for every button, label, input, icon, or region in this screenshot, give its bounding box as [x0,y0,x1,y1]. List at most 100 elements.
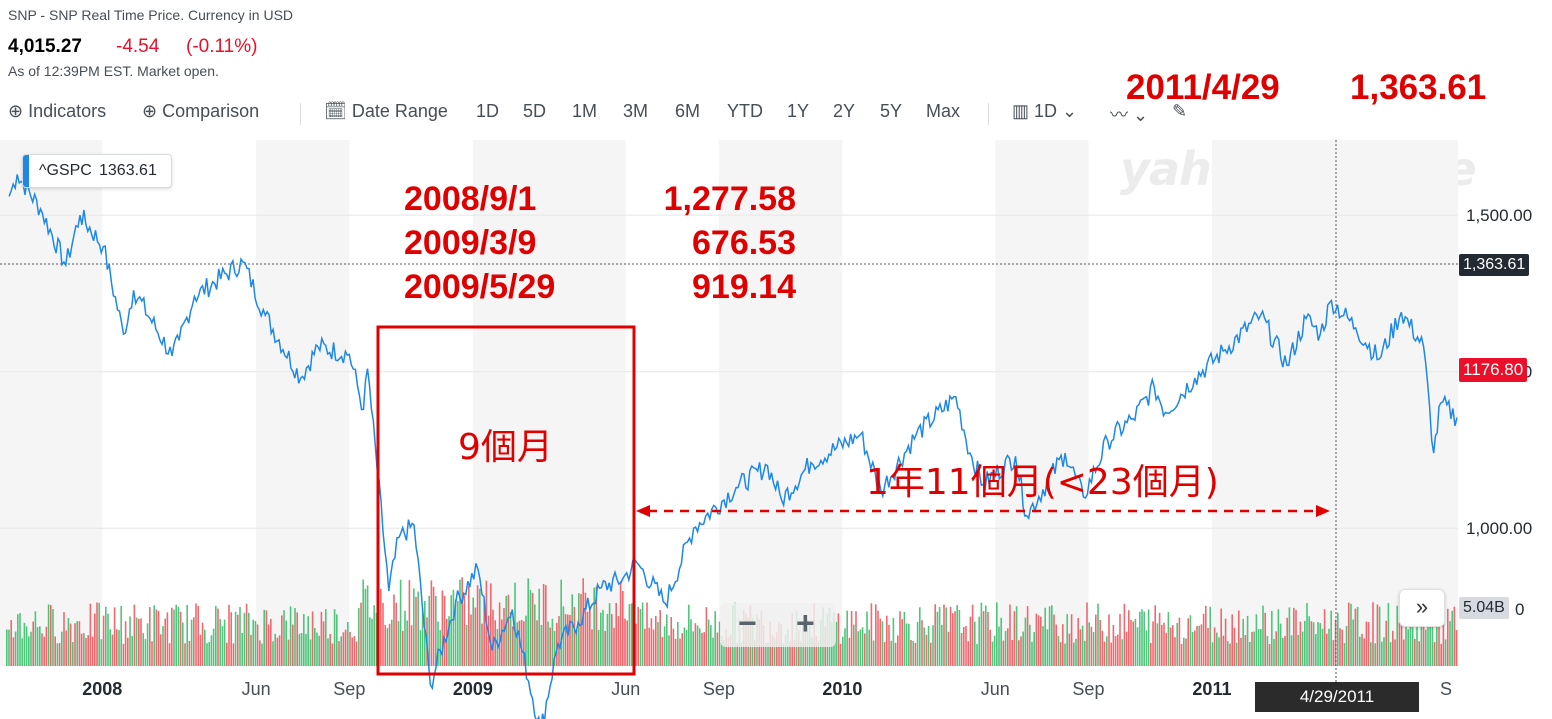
volume-bar [516,622,518,666]
volume-bar [298,633,301,666]
volume-bar [87,635,89,666]
range-2y[interactable]: 2Y [833,101,856,121]
volume-bar [1334,619,1337,666]
volume-bar [168,643,171,666]
volume-bar [1312,622,1315,666]
volume-bar [1213,627,1216,666]
volume-bar [432,586,435,666]
volume-bar [285,620,287,666]
range-5d[interactable]: 5D [523,101,547,121]
volume-bar [639,609,642,666]
volume-bar [164,618,166,666]
zoom-in-button[interactable]: + [796,605,815,641]
current-price: 4,015.27 [8,36,82,57]
interval-dropdown[interactable]: ▥ 1D ⌄ [1012,101,1077,122]
range-3m[interactable]: 3M [623,101,649,121]
volume-bar [1004,630,1007,666]
volume-bar [1323,609,1326,666]
volume-bar [1117,634,1119,666]
range-1d[interactable]: 1D [476,101,500,121]
volume-bar [1143,611,1145,666]
volume-bar [190,619,193,666]
volume-bar [1092,632,1095,666]
grid-lines [0,214,1458,529]
volume-bar [1125,631,1128,666]
volume-bar [1332,640,1335,666]
volume-bar [250,634,252,666]
volume-bar [1220,608,1222,666]
volume-bar [945,607,947,666]
volume-bar [690,619,692,666]
volume-bar [83,633,85,666]
range-6m[interactable]: 6M [675,101,701,121]
volume-bar [1007,628,1009,666]
volume-bar [1088,622,1090,666]
range-1m[interactable]: 1M [572,101,598,121]
volume-bar [804,628,807,666]
volume-bar [974,621,976,666]
volume-bar [969,616,972,666]
volume-bar [659,610,661,666]
volume-bar [1134,618,1137,666]
volume-bar [1033,632,1035,666]
volume-bar [1042,626,1044,666]
volume-bar [545,585,547,666]
draw-pencil-icon[interactable]: ✎ [1172,101,1188,121]
volume-bar [1348,602,1350,666]
expand-chevron-icon[interactable]: » [1399,589,1445,627]
range-1y[interactable]: 1Y [787,101,810,121]
volume-bar [28,636,30,666]
date-range-button[interactable]: 🗓 Date Range [324,101,448,121]
range-max[interactable]: Max [926,101,961,121]
volume-bar [366,585,369,666]
volume-bar [784,634,787,666]
volume-bar [1381,641,1383,666]
volume-bar [1095,614,1097,666]
volume-bar [1249,642,1251,666]
legend-value: 1363.61 [99,162,157,179]
volume-bar [457,601,459,666]
volume-bar [281,615,283,666]
x-tick-label: 2009 [453,679,493,699]
volume-bar [615,602,617,666]
volume-bar [243,612,246,666]
volume-bar [855,611,857,666]
volume-bar [333,609,336,666]
volume-bar [630,603,633,666]
volume-bar [388,623,391,666]
volume-bar [195,603,197,666]
indicators-button[interactable]: ⊕ Indicators [8,101,107,121]
range-5y[interactable]: 5Y [880,101,903,121]
volume-bar [694,623,697,666]
volume-bar [105,606,107,666]
range-ytd[interactable]: YTD [727,101,763,121]
volume-bar [122,643,125,666]
zoom-out-button[interactable]: − [738,605,757,641]
volume-bar [140,618,142,666]
volume-bar [63,612,65,666]
volume-bar [870,603,873,666]
chart-type-dropdown[interactable]: 〰 ⌄ [1110,105,1149,125]
volume-bar [571,594,573,666]
annotation-date-3: 2009/5/29 [404,268,556,306]
volume-bar [1260,629,1262,666]
volume-bar [129,616,131,666]
volume-bar [1339,628,1341,666]
volume-bar [1055,624,1057,666]
comparison-button[interactable]: ⊕ Comparison [142,101,260,121]
volume-bar [217,608,219,666]
volume-bar [131,636,133,666]
volume-bar [113,607,116,666]
volume-bar [754,639,756,666]
volume-bar [162,626,164,666]
volume-bar [327,638,329,666]
volume-bar [1376,604,1379,666]
volume-bar [1453,606,1456,666]
volume-bar [410,625,413,666]
crosshair-date-badge: 4/29/2011 [1255,682,1419,712]
volume-bar [938,606,941,666]
volume-bar [540,625,543,666]
series-legend[interactable]: ^GSPC 1363.61 [22,154,172,188]
volume-bar [1352,619,1354,666]
